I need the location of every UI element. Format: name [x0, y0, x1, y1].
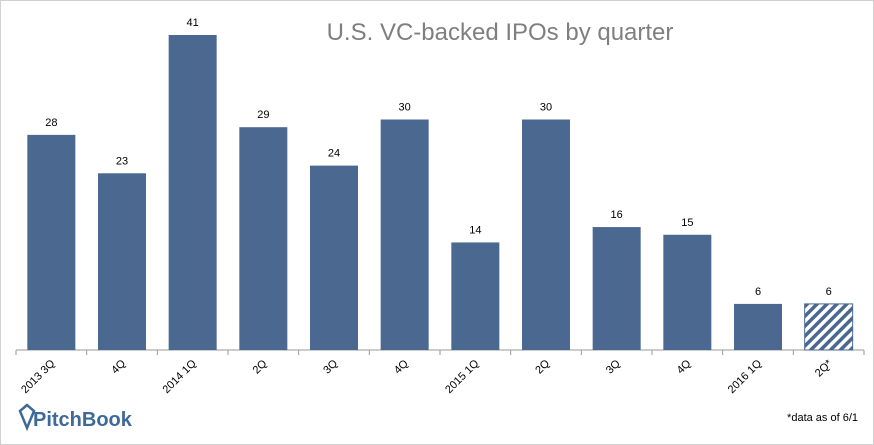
bar	[522, 119, 570, 350]
bar	[804, 303, 854, 351]
data-label: 6	[826, 286, 832, 298]
data-label: 6	[755, 286, 761, 298]
bar	[168, 35, 217, 350]
data-label: 30	[540, 102, 552, 114]
bar	[27, 134, 76, 350]
bar	[239, 127, 288, 350]
data-label: 24	[328, 148, 340, 160]
bar	[451, 242, 500, 350]
bar	[734, 303, 782, 350]
bar	[310, 165, 358, 350]
data-label: 14	[469, 224, 481, 236]
data-label: 23	[116, 155, 128, 167]
bar	[98, 173, 146, 350]
data-label: 30	[399, 102, 411, 114]
footnote: *data as of 6/1	[787, 412, 858, 424]
chart-title: U.S. VC-backed IPOs by quarter	[327, 19, 674, 46]
data-label: 28	[45, 117, 57, 129]
data-label: 15	[681, 217, 693, 229]
bar	[380, 119, 429, 350]
logo: PitchBook	[33, 409, 133, 431]
data-label: 16	[611, 209, 623, 221]
bar	[592, 227, 641, 350]
logo-icon	[18, 403, 36, 432]
bar	[663, 234, 712, 350]
data-label: 29	[257, 109, 269, 121]
data-label: 41	[187, 17, 199, 29]
